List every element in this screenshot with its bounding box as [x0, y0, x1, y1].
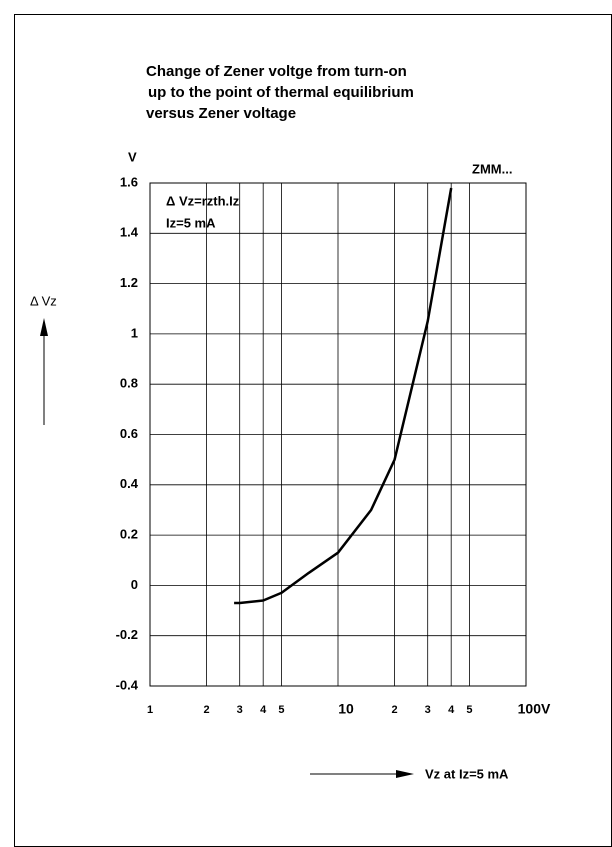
y-tick-label: 0 — [131, 577, 138, 592]
x-tick-label: 3 — [237, 704, 243, 716]
x-tick-label: 10 — [338, 701, 354, 717]
x-tick-label: 1 — [147, 704, 153, 716]
x-tick-label: 4 — [260, 704, 267, 716]
x-tick-label: 100V — [518, 701, 551, 717]
y-tick-label: 1 — [131, 325, 138, 340]
y-tick-label: -0.4 — [116, 677, 139, 692]
y-tick-label: 1.6 — [120, 174, 138, 189]
y-tick-label: 0.6 — [120, 426, 138, 441]
x-tick-label: 3 — [425, 704, 431, 716]
series-label: ZMM... — [472, 161, 512, 176]
y-tick-label: 0.8 — [120, 376, 138, 391]
x-arrow-head — [396, 770, 414, 778]
page-border — [14, 14, 612, 847]
y-tick-label: 0.2 — [120, 527, 138, 542]
y-tick-label: 1.2 — [120, 275, 138, 290]
x-tick-label: 4 — [448, 704, 455, 716]
y-tick-label: 0.4 — [120, 476, 139, 491]
y-axis-label: Δ Vz — [30, 293, 57, 308]
chart-title: versus Zener voltage — [146, 105, 296, 122]
x-tick-label: 5 — [466, 704, 472, 716]
plot-frame — [149, 182, 527, 687]
annotation: Δ Vz=rzth.Iz — [166, 193, 240, 208]
y-tick-label: -0.2 — [116, 627, 138, 642]
x-tick-label: 2 — [392, 704, 398, 716]
annotation: Iz=5 mA — [166, 215, 216, 230]
y-tick-label: 1.4 — [120, 225, 139, 240]
x-tick-label: 5 — [278, 704, 284, 716]
x-axis-label: Vz at Iz=5 mA — [425, 766, 509, 781]
y-unit: V — [128, 149, 137, 164]
chart-title: up to the point of thermal equilibrium — [148, 84, 414, 101]
chart-title: Change of Zener voltge from turn-on — [146, 63, 407, 80]
data-line — [234, 187, 453, 605]
y-arrow-head — [40, 318, 48, 336]
x-tick-label: 2 — [204, 704, 210, 716]
